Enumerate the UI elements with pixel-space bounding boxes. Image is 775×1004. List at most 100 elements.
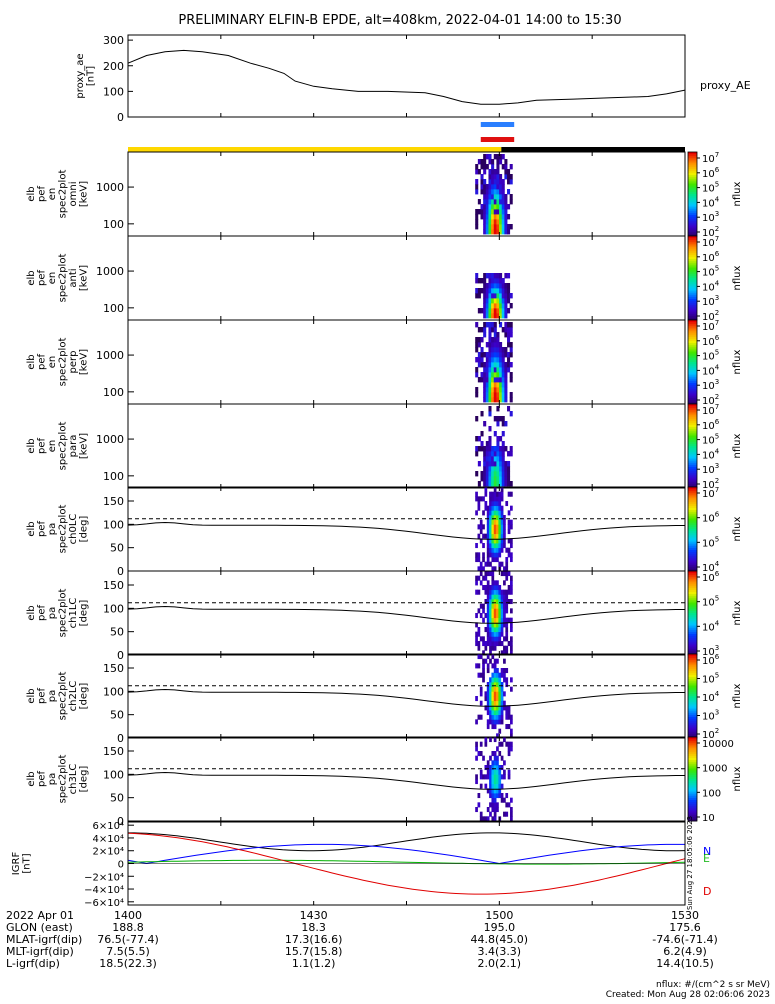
spectrogram-cell (491, 663, 495, 669)
energy-panel-colorbar-exp: 2 (715, 225, 719, 233)
pitch-panel-colorbar-cell (688, 762, 697, 765)
pitch-panel-colorbar-cell (688, 708, 697, 712)
spectrogram-cell (507, 298, 511, 304)
spectrogram-cell (499, 357, 503, 363)
spectrogram-cell (486, 700, 490, 706)
spectrogram-cell (509, 342, 513, 348)
spectrogram-cell (498, 533, 502, 539)
loss-cone-curve (127, 605, 685, 624)
spectrogram-cell (498, 594, 502, 600)
spectrogram-cell (493, 783, 497, 789)
spectrogram-cell (493, 760, 497, 766)
spectrogram-cell (501, 451, 505, 457)
spectrogram-cell (484, 641, 488, 647)
pitch-panel-colorbar-cell (688, 520, 697, 524)
spectrogram-cell (475, 496, 478, 502)
spectrogram-cell (505, 622, 509, 628)
spectrogram-cell (491, 617, 495, 623)
spectrogram-cell (491, 580, 495, 586)
spectrogram-cell (483, 154, 487, 160)
pitch-panel-colorbar-cell (688, 804, 697, 807)
spectrogram-cell (498, 641, 502, 647)
pitch-panel-colorbar-cell (688, 491, 697, 494)
energy-panel-colorbar-cell (688, 366, 697, 369)
footer-created: Created: Mon Aug 28 02:06:06 2023 (606, 990, 770, 1000)
footer-units: nflux: #/(cm^2 s sr MeV) (656, 980, 770, 990)
energy-panel-colorbar-cell (688, 479, 697, 483)
spectrogram-cell (507, 547, 511, 553)
spectrogram-cell (498, 529, 502, 535)
spectrogram-cell (483, 456, 487, 462)
pitch-panel-colorbar-cell (688, 512, 697, 515)
spectrogram-cell (482, 533, 485, 539)
energy-panel-colorbar-cell (688, 483, 697, 487)
energy-panel-colorbar-exp: 5 (715, 433, 719, 441)
energy-panel-colorbar-cell (688, 347, 697, 350)
energy-panel-colorbar-cell (688, 313, 697, 317)
spectrogram-cell (493, 802, 497, 808)
energy-panel-colorbar-cell (688, 219, 697, 222)
spectrogram-cell (488, 436, 492, 442)
spectrogram-cell (486, 622, 490, 628)
energy-panel-colorbar-cell (688, 422, 697, 426)
spectrogram-cell (510, 622, 513, 628)
spectrogram-cell (491, 622, 495, 628)
igrf-ylabel-line: IGRF (11, 852, 22, 876)
energy-panel-ylabel-line: anti (68, 268, 79, 287)
spectrogram-cell (483, 461, 487, 467)
spectrogram-cell (493, 613, 497, 619)
spectrogram-cell (491, 575, 495, 581)
spectrogram-cell (505, 714, 509, 720)
spectrogram-cell (493, 645, 497, 651)
spectrogram-cell (483, 382, 487, 388)
energy-panel-colorbar-tick-label: 107 (702, 403, 719, 417)
pitch-panel-colorbar-cell (688, 753, 697, 757)
spectrogram-cell (485, 204, 489, 210)
spectrogram-cell (496, 617, 499, 623)
spectrogram-cell (501, 224, 505, 230)
spectrogram-cell (491, 505, 495, 511)
spectrogram-cell (501, 377, 505, 383)
xaxis-row-label: MLAT-igrf(dip) (6, 933, 82, 946)
spectrogram-cell (493, 603, 497, 609)
spectrogram-cell (496, 505, 499, 511)
spectrogram-cell (485, 273, 489, 279)
spectrogram-cell (503, 769, 506, 775)
spectrogram-cell (501, 392, 505, 398)
proxy-ae-ytick-label: 100 (103, 85, 124, 98)
spectrogram-cell (507, 179, 511, 185)
spectrogram-cell (475, 293, 479, 299)
spectrogram-cell (499, 481, 503, 487)
spectrogram-cell (496, 686, 499, 692)
spectrogram-cell (480, 372, 484, 378)
spectrogram-cell (505, 645, 509, 651)
spectrogram-cell (491, 769, 495, 775)
xaxis-row-label: GLON (east) (6, 921, 73, 934)
spectrogram-cell (500, 496, 504, 502)
pitch-panel-colorbar-cell (688, 706, 697, 710)
spectrogram-cell (493, 382, 497, 388)
pitch-panel-colorbar-cell (688, 514, 697, 517)
spectrogram-cell (493, 779, 497, 785)
spectrogram-cell (503, 571, 506, 577)
spectrogram-cell (501, 184, 505, 190)
spectrogram-cell (475, 347, 479, 353)
pitch-panel-colorbar-cell (688, 543, 697, 547)
spectrogram-cell (496, 631, 499, 637)
energy-panel-colorbar-exp: 2 (715, 393, 719, 401)
spectrogram-cell (496, 557, 499, 563)
spectrogram-cell (485, 313, 489, 319)
spectrogram-cell (485, 451, 489, 457)
spectrogram-cell (488, 322, 492, 328)
pitch-panel-colorbar-cell (688, 668, 697, 672)
spectrogram-cell (482, 650, 485, 656)
spectrogram-cell (500, 515, 504, 521)
pitch-panel-colorbar-cell (688, 772, 697, 776)
spectrogram-cell (489, 793, 492, 799)
spectrogram-cell (504, 298, 508, 304)
spectrogram-cell (480, 347, 484, 353)
spectrogram-cell (505, 627, 509, 633)
spectrogram-cell (491, 491, 495, 497)
spectrogram-cell (499, 293, 503, 299)
